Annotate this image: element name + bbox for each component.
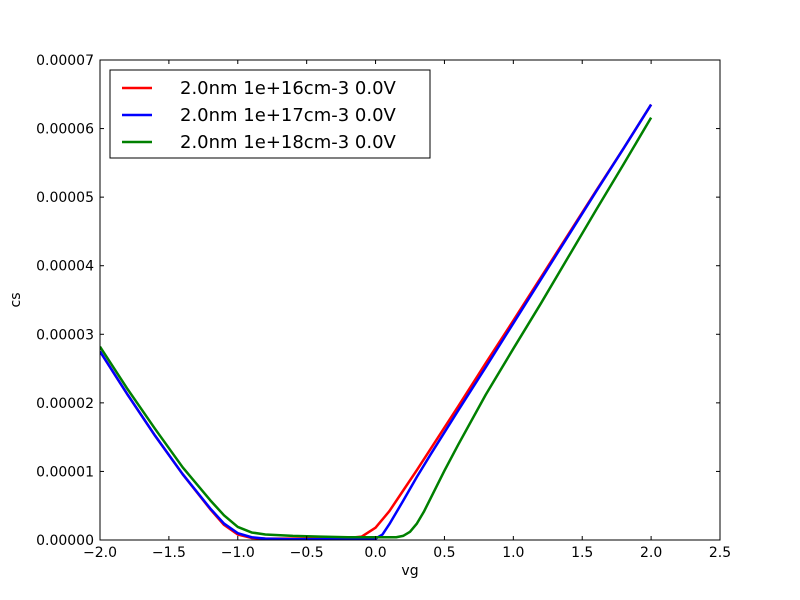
y-tick-label: 0.00004 xyxy=(36,259,94,275)
x-axis-label: vg xyxy=(401,563,418,579)
legend-label-2: 2.0nm 1e+17cm-3 0.0V xyxy=(180,105,397,126)
series-line-3 xyxy=(100,116,653,539)
y-tick-label: 0.00005 xyxy=(36,190,94,206)
axes: −2.0 −1.5 −1.0 −0.5 0.0 0.5 1.0 1.5 2.0 2.5 0.0000… xyxy=(8,53,731,579)
axes-frame xyxy=(99,59,721,541)
x-tick-label: −0.5 xyxy=(290,545,324,561)
y-tick-label: 0.00000 xyxy=(36,533,94,549)
x-tick-label: 2.0 xyxy=(640,545,662,561)
y-tick-label: 0.00001 xyxy=(36,464,94,480)
y-tick-label: 0.00003 xyxy=(36,327,94,343)
x-tick-label: −1.0 xyxy=(221,545,255,561)
x-tick-label: −2.0 xyxy=(83,545,117,561)
y-tick-label: 0.00006 xyxy=(36,122,94,138)
y-axis-label: cs xyxy=(8,293,24,308)
y-tick-label: 0.00007 xyxy=(36,53,94,69)
x-tick-label: 0.0 xyxy=(364,545,386,561)
x-tick-label: 1.5 xyxy=(571,545,593,561)
legend-label-3: 2.0nm 1e+18cm-3 0.0V xyxy=(180,132,397,153)
legend: 2.0nm 1e+16cm-3 0.0V 2.0nm 1e+17cm-3 0.0V… xyxy=(109,69,431,159)
x-tick-label: 2.5 xyxy=(709,545,731,561)
x-tick-label: −1.5 xyxy=(152,545,186,561)
legend-box xyxy=(109,69,431,159)
legend-label-1: 2.0nm 1e+16cm-3 0.0V xyxy=(180,78,397,99)
y-tick-label: 0.00002 xyxy=(36,396,94,412)
series-line-2 xyxy=(100,103,653,540)
x-tick-label: 0.5 xyxy=(433,545,455,561)
plot-area xyxy=(100,103,653,540)
x-tick-label: 1.0 xyxy=(502,545,524,561)
